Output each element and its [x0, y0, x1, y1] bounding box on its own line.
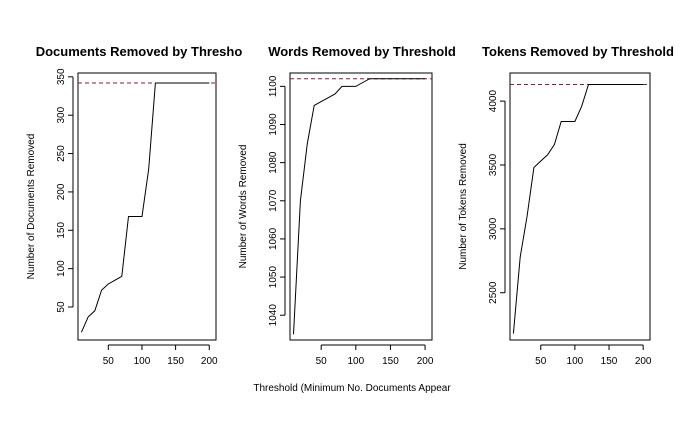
x-tick-label: 200: [635, 356, 652, 367]
chart-title: Words Removed by Threshold: [268, 44, 456, 59]
y-tick-label: 100: [56, 260, 67, 277]
y-tick-label: 1100: [268, 75, 279, 97]
y-tick-label: 1050: [268, 266, 279, 289]
x-tick-label: 150: [382, 356, 399, 367]
plot-frame: [509, 72, 651, 341]
y-tick-label: 150: [56, 222, 67, 239]
y-tick-label: 1070: [268, 189, 279, 212]
y-tick-label: 3000: [488, 217, 499, 240]
plot-frame: [289, 72, 433, 341]
y-tick-label: 300: [56, 106, 67, 123]
x-tick-label: 200: [417, 356, 434, 367]
x-tick-label: 150: [167, 356, 184, 367]
x-tick-label: 50: [316, 356, 328, 367]
y-tick-label: 3500: [488, 153, 499, 176]
y-tick-label: 1080: [268, 151, 279, 174]
chart-title: Documents Removed by Thresho: [36, 44, 243, 59]
x-tick-label: 100: [134, 356, 151, 367]
y-tick-label: 250: [56, 145, 67, 162]
y-tick-label: 1060: [268, 227, 279, 250]
chart-panel-3: Tokens Removed by Threshold 50 100 150 200 25…: [458, 44, 674, 367]
plot-frame: [77, 72, 217, 341]
y-axis-label: Number of Tokens Removed: [458, 143, 469, 270]
x-tick-label: 50: [535, 356, 547, 367]
y-tick-label: 50: [56, 301, 67, 313]
y-tick-label: 1090: [268, 113, 279, 136]
chart-title: Tokens Removed by Threshold: [482, 44, 674, 59]
y-tick-label: 350: [56, 68, 67, 85]
x-tick-label: 100: [347, 356, 364, 367]
x-tick-label: 100: [567, 356, 584, 367]
chart-panel-1: Documents Removed by Thresho 50 100 150 200 5…: [26, 44, 242, 367]
series-line: [293, 78, 426, 335]
series-line: [80, 82, 210, 333]
y-tick-label: 2500: [488, 281, 499, 304]
x-tick-label: 50: [103, 356, 115, 367]
y-axis-label: Number of Documents Removed: [26, 134, 37, 280]
y-tick-label: 1040: [268, 304, 279, 327]
x-tick-label: 150: [601, 356, 618, 367]
chart-panel-2: Words Removed by Threshold 50 100 150 200 104…: [238, 44, 456, 367]
series-line: [512, 84, 644, 334]
figure-x-axis-label: Threshold (Minimum No. Documents Appear: [253, 383, 451, 394]
x-tick-label: 200: [201, 356, 218, 367]
y-axis-label: Number of Words Removed: [238, 145, 249, 269]
y-tick-label: 4000: [488, 90, 499, 113]
y-tick-label: 200: [56, 183, 67, 200]
